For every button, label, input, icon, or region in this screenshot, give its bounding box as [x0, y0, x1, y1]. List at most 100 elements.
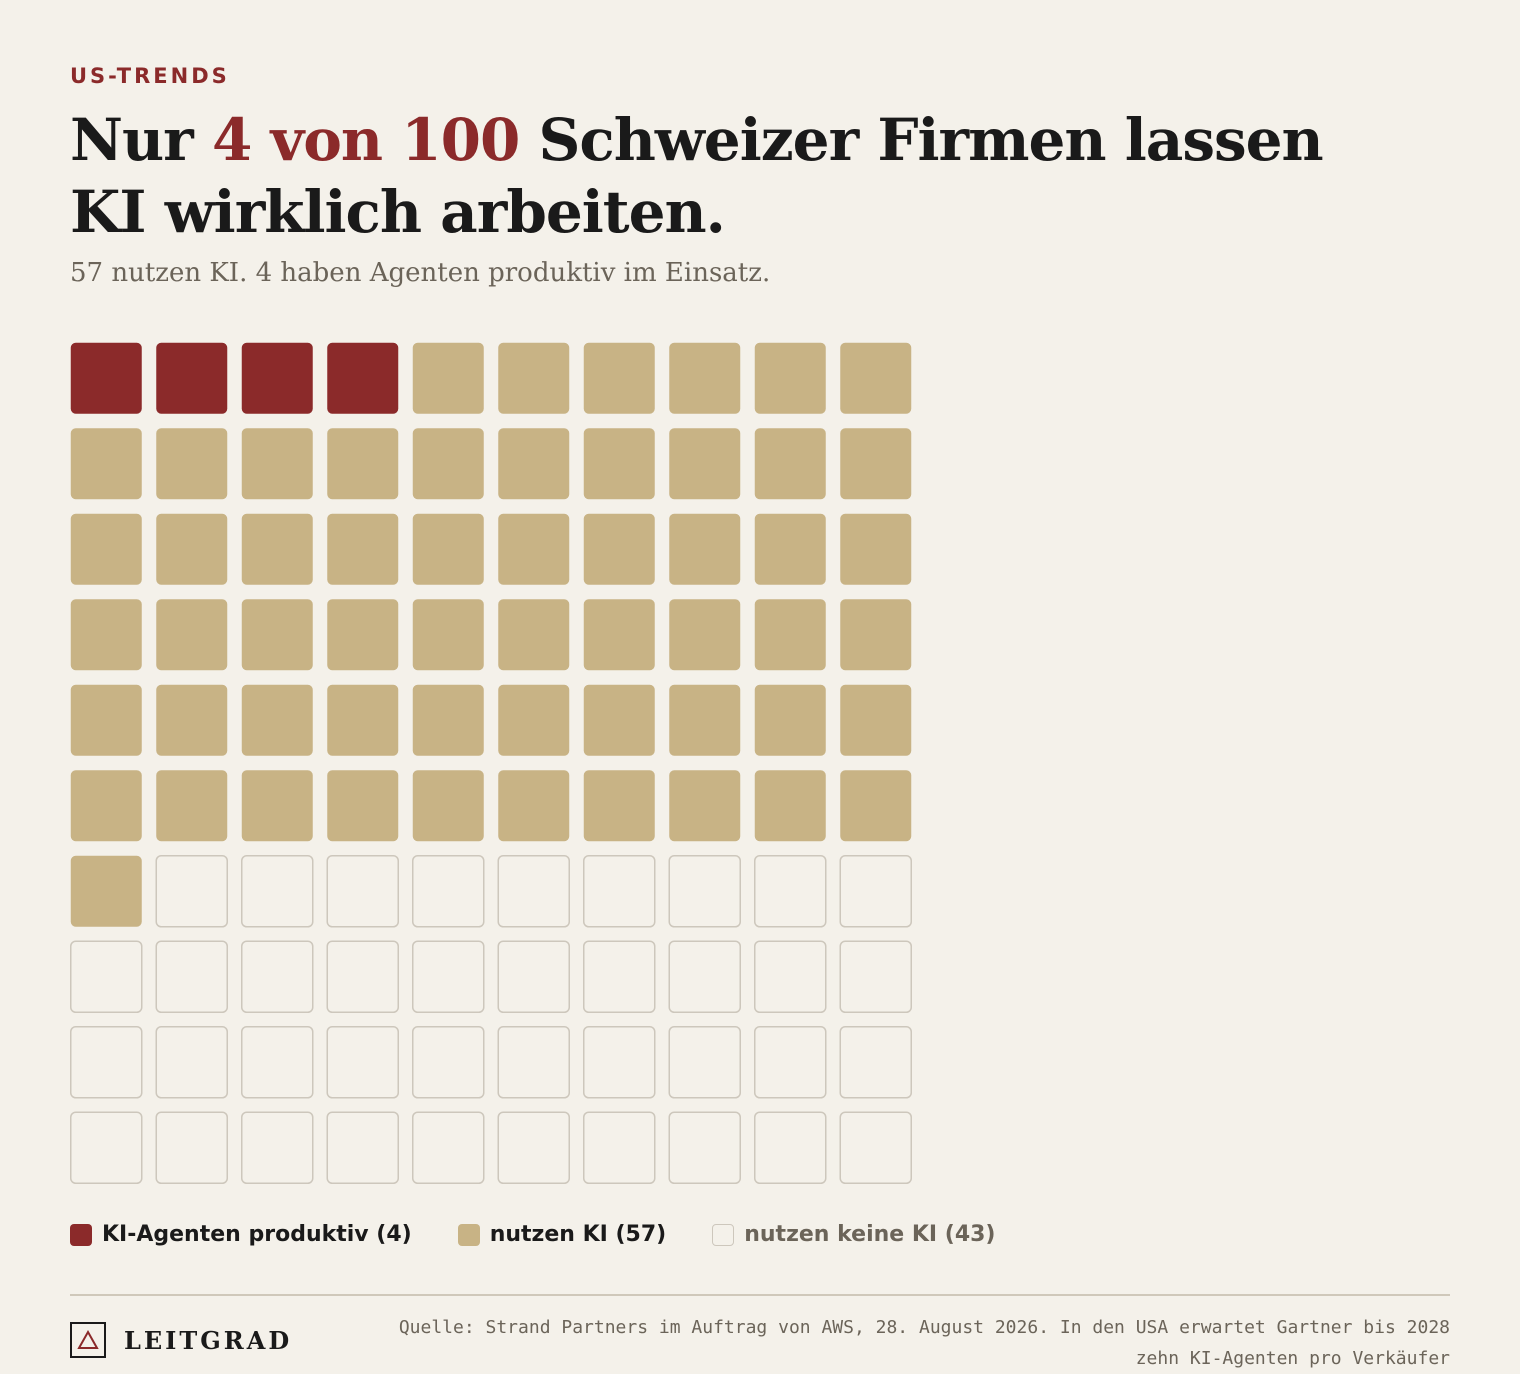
waffle-cell-uses-ai — [412, 428, 484, 500]
waffle-cell-uses-ai — [498, 342, 570, 414]
waffle-cell-uses-ai — [412, 770, 484, 842]
waffle-cell-uses-ai — [498, 599, 570, 671]
waffle-cell-no-ai — [326, 855, 399, 928]
waffle-cell-uses-ai — [498, 684, 570, 756]
subtitle: 57 nutzen KI. 4 haben Agenten produktiv … — [70, 258, 771, 288]
waffle-cell-uses-ai — [840, 428, 912, 500]
waffle-cell-uses-ai — [412, 599, 484, 671]
headline-pre: Nur — [70, 106, 212, 174]
waffle-cell-uses-ai — [583, 770, 655, 842]
waffle-cell-no-ai — [583, 1026, 656, 1099]
waffle-cell-no-ai — [70, 1111, 143, 1184]
waffle-cell-no-ai — [241, 940, 314, 1013]
waffle-cell-uses-ai — [498, 770, 570, 842]
waffle-cell-uses-ai — [241, 684, 313, 756]
waffle-cell-no-ai — [412, 1111, 485, 1184]
legend-swatch-agents — [70, 1223, 92, 1246]
waffle-cell-uses-ai — [327, 428, 399, 500]
waffle-cell-no-ai — [497, 855, 570, 928]
legend-item-uses-ai: nutzen KI (57) — [457, 1222, 667, 1247]
waffle-cell-uses-ai — [669, 770, 741, 842]
waffle-cell-uses-ai — [156, 513, 228, 585]
waffle-cell-uses-ai — [840, 513, 912, 585]
headline: Nur 4 von 100 Schweizer Firmen lassen KI… — [70, 104, 1370, 248]
waffle-cell-uses-ai — [754, 684, 826, 756]
legend-label-agents: KI-Agenten produktiv (4) — [102, 1222, 412, 1247]
waffle-cell-uses-ai — [498, 428, 570, 500]
waffle-cell-uses-ai — [669, 342, 741, 414]
waffle-cell-no-ai — [583, 1111, 656, 1184]
waffle-cell-uses-ai — [156, 684, 228, 756]
waffle-cell-no-ai — [839, 855, 912, 928]
waffle-cell-no-ai — [497, 1111, 570, 1184]
waffle-cell-uses-ai — [583, 342, 655, 414]
waffle-cell-uses-ai — [412, 342, 484, 414]
waffle-cell-uses-ai — [156, 599, 228, 671]
waffle-cell-no-ai — [583, 855, 656, 928]
waffle-cell-no-ai — [754, 940, 827, 1013]
waffle-cell-uses-ai — [412, 513, 484, 585]
waffle-cell-uses-ai — [70, 513, 142, 585]
brand: LEITGRAD — [70, 1322, 292, 1358]
waffle-cell-uses-ai — [669, 513, 741, 585]
source-note: Quelle: Strand Partners im Auftrag von A… — [398, 1317, 1450, 1369]
waffle-cell-uses-ai — [754, 342, 826, 414]
waffle-cell-no-ai — [241, 855, 314, 928]
footer-divider — [70, 1294, 1450, 1296]
waffle-cell-uses-ai — [669, 684, 741, 756]
waffle-cell-no-ai — [668, 1026, 741, 1099]
waffle-cell-uses-ai — [669, 428, 741, 500]
waffle-cell-no-ai — [668, 1111, 741, 1184]
waffle-cell-uses-ai — [840, 599, 912, 671]
waffle-cell-no-ai — [839, 940, 912, 1013]
waffle-cell-uses-ai — [70, 855, 142, 927]
waffle-cell-uses-ai — [70, 599, 142, 671]
waffle-cell-no-ai — [412, 855, 485, 928]
waffle-chart — [70, 342, 912, 1184]
waffle-cell-no-ai — [241, 1111, 314, 1184]
waffle-cell-uses-ai — [840, 684, 912, 756]
waffle-cell-uses-ai — [241, 513, 313, 585]
waffle-cell-agents — [241, 342, 313, 414]
waffle-cell-agents — [70, 342, 142, 414]
waffle-cell-uses-ai — [327, 513, 399, 585]
triangle-logo-icon — [70, 1322, 106, 1358]
waffle-cell-no-ai — [754, 1111, 827, 1184]
legend-item-agents: KI-Agenten produktiv (4) — [70, 1222, 412, 1247]
waffle-cell-no-ai — [754, 1026, 827, 1099]
waffle-cell-agents — [156, 342, 228, 414]
waffle-cell-no-ai — [839, 1026, 912, 1099]
kicker: US-TRENDS — [70, 64, 230, 88]
waffle-cell-uses-ai — [754, 428, 826, 500]
waffle-cell-no-ai — [668, 855, 741, 928]
headline-highlight: 4 von 100 — [211, 106, 520, 174]
waffle-cell-uses-ai — [241, 599, 313, 671]
waffle-cell-uses-ai — [498, 513, 570, 585]
legend-item-no-ai: nutzen keine KI (43) — [712, 1222, 995, 1247]
waffle-cell-no-ai — [70, 940, 143, 1013]
headline-post: Schweizer Firmen lassen KI wirklich arbe… — [70, 106, 1324, 246]
waffle-cell-no-ai — [839, 1111, 912, 1184]
legend-swatch-no-ai — [712, 1223, 735, 1246]
waffle-cell-uses-ai — [754, 599, 826, 671]
waffle-cell-uses-ai — [583, 513, 655, 585]
legend-label-no-ai: nutzen keine KI (43) — [744, 1222, 996, 1247]
waffle-cell-uses-ai — [156, 770, 228, 842]
waffle-cell-uses-ai — [241, 428, 313, 500]
waffle-cell-no-ai — [155, 1111, 228, 1184]
waffle-cell-uses-ai — [583, 428, 655, 500]
waffle-cell-no-ai — [754, 855, 827, 928]
waffle-cell-uses-ai — [754, 513, 826, 585]
waffle-cell-uses-ai — [70, 684, 142, 756]
waffle-cell-no-ai — [326, 940, 399, 1013]
brand-name: LEITGRAD — [124, 1325, 293, 1355]
legend-swatch-uses-ai — [457, 1223, 480, 1246]
legend-label-uses-ai: nutzen KI (57) — [489, 1222, 667, 1247]
waffle-cell-no-ai — [668, 940, 741, 1013]
waffle-cell-uses-ai — [327, 770, 399, 842]
waffle-cell-no-ai — [497, 1026, 570, 1099]
waffle-cell-no-ai — [241, 1026, 314, 1099]
waffle-cell-no-ai — [155, 940, 228, 1013]
waffle-cell-agents — [327, 342, 399, 414]
waffle-cell-uses-ai — [754, 770, 826, 842]
